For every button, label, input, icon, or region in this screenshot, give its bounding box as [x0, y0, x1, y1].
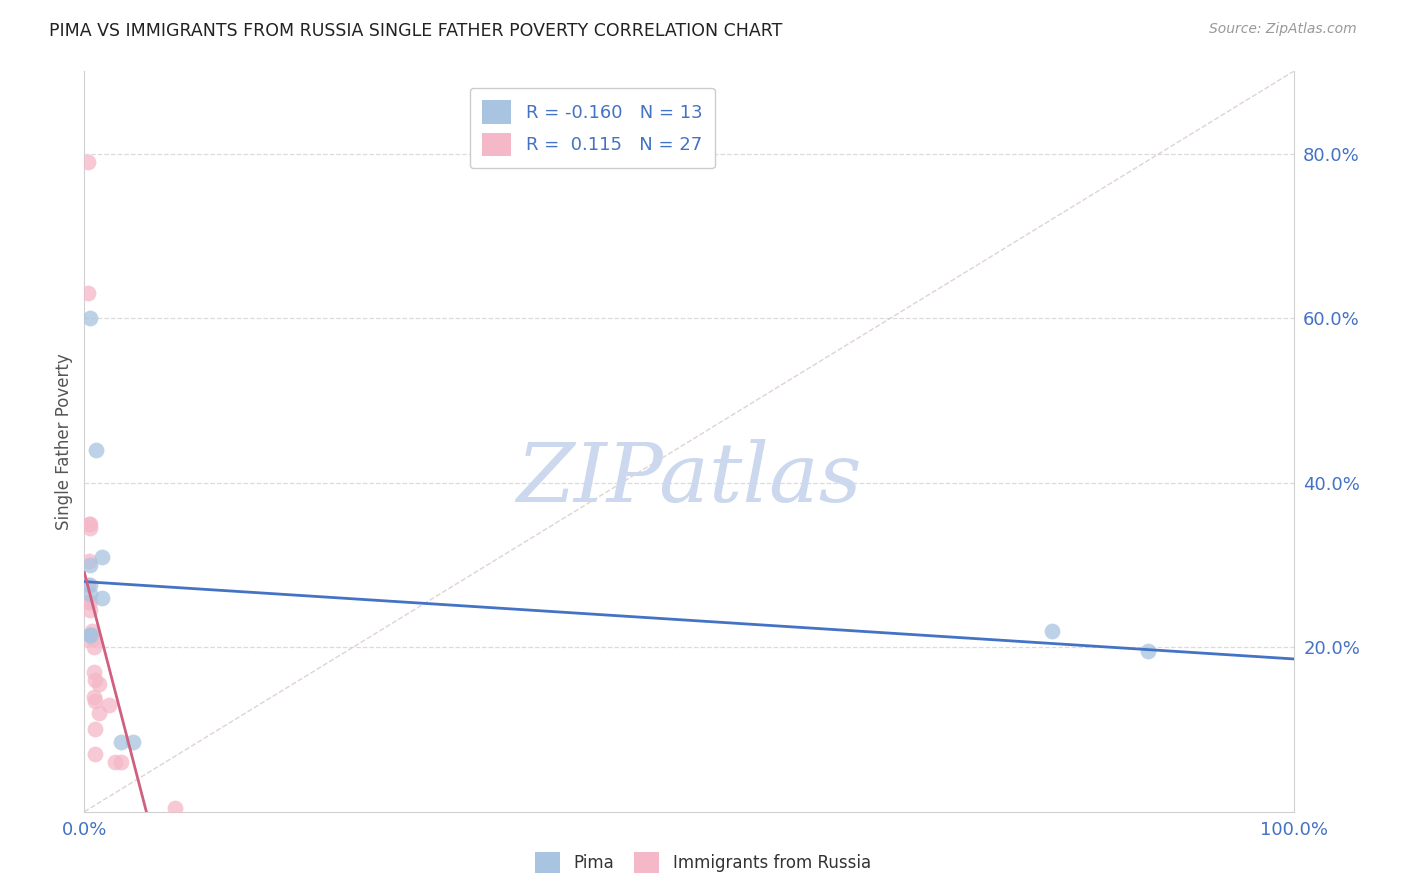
Point: [77, 154, 100, 169]
Point: [86, 442, 108, 457]
Point: [91, 591, 114, 605]
Point: [77, 516, 100, 531]
Point: [165, 800, 187, 814]
Point: [77, 554, 100, 568]
Point: [83, 690, 105, 704]
Point: [83, 640, 105, 655]
Point: [79, 595, 101, 609]
Point: [77, 632, 100, 646]
Point: [79, 628, 101, 642]
Point: [82, 628, 104, 642]
Point: [79, 587, 101, 601]
Y-axis label: Single Father Poverty: Single Father Poverty: [55, 353, 73, 530]
Point: [79, 516, 101, 531]
Point: [97, 698, 120, 712]
Point: [110, 756, 132, 770]
Point: [84, 723, 107, 737]
Point: [83, 665, 105, 679]
Text: PIMA VS IMMIGRANTS FROM RUSSIA SINGLE FATHER POVERTY CORRELATION CHART: PIMA VS IMMIGRANTS FROM RUSSIA SINGLE FA…: [49, 22, 783, 40]
Point: [77, 286, 100, 301]
Point: [104, 756, 127, 770]
Point: [79, 311, 101, 326]
Point: [77, 595, 100, 609]
Text: ZIPatlas: ZIPatlas: [516, 439, 862, 518]
Point: [79, 578, 101, 592]
Point: [80, 624, 103, 638]
Point: [84, 694, 107, 708]
Point: [110, 735, 132, 749]
Point: [77, 578, 100, 592]
Point: [87, 677, 110, 691]
Legend: R = -0.160   N = 13, R =  0.115   N = 27: R = -0.160 N = 13, R = 0.115 N = 27: [470, 87, 714, 169]
Point: [1040, 624, 1063, 638]
Point: [79, 521, 101, 535]
Point: [87, 706, 110, 720]
Point: [79, 628, 101, 642]
Point: [1137, 644, 1160, 658]
Point: [91, 549, 114, 564]
Point: [83, 632, 105, 646]
Text: Source: ZipAtlas.com: Source: ZipAtlas.com: [1209, 22, 1357, 37]
Point: [84, 673, 107, 687]
Point: [84, 747, 107, 761]
Point: [121, 735, 143, 749]
Point: [79, 603, 101, 617]
Point: [79, 558, 101, 572]
Legend: Pima, Immigrants from Russia: Pima, Immigrants from Russia: [529, 846, 877, 880]
